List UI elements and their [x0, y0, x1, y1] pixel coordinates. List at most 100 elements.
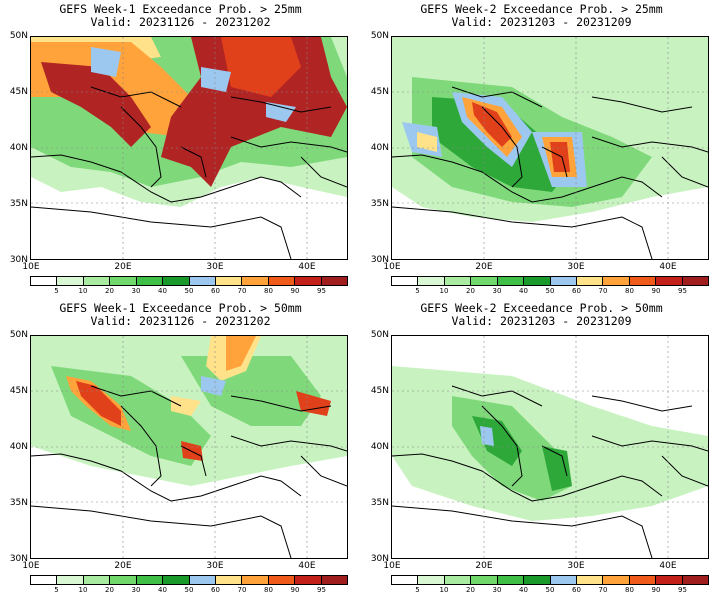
coastlines	[392, 86, 708, 259]
prob-area	[221, 37, 301, 97]
colorbar-swatch	[418, 277, 445, 285]
prob-area	[472, 102, 512, 147]
colorbar-swatch	[242, 576, 269, 584]
colorbar-tick-label: 60	[572, 287, 581, 295]
colorbar-tick-label: 60	[211, 586, 220, 594]
colorbar-swatch	[392, 277, 419, 285]
colorbar-swatch	[215, 277, 243, 285]
colorbar-swatch	[656, 576, 683, 584]
colorbar-tick-label: 40	[158, 287, 167, 295]
colorbar-swatch	[189, 576, 216, 584]
lat-label: 40N	[370, 442, 389, 452]
lat-label: 40N	[9, 143, 28, 153]
colorbar-swatch	[576, 576, 604, 584]
panel-title-line2: Valid: 20231126 - 20231202	[90, 15, 271, 29]
colorbar	[391, 276, 709, 286]
colorbar-swatch	[110, 277, 137, 285]
panel-title-line1: GEFS Week-2 Exceedance Prob. > 25mm	[420, 2, 663, 16]
prob-area	[171, 396, 201, 416]
lon-label: 30E	[567, 262, 585, 272]
prob-area	[76, 381, 121, 426]
lon-label: 40E	[298, 561, 316, 571]
coastlines	[31, 86, 347, 259]
colorbar-tick-label: 40	[519, 586, 528, 594]
panel-title-line2: Valid: 20231126 - 20231202	[90, 314, 271, 328]
colorbar-tick-label: 5	[54, 287, 59, 295]
colorbar-swatch	[321, 576, 348, 584]
map-svg	[31, 37, 347, 259]
colorbar-tick-label: 5	[54, 586, 59, 594]
colorbar	[30, 276, 348, 286]
panel-title-line2: Valid: 20231203 - 20231209	[451, 314, 632, 328]
colorbar-tick-label: 95	[317, 287, 326, 295]
colorbar-tick-label: 95	[678, 586, 687, 594]
lat-label: 35N	[9, 199, 28, 209]
grid-lines	[31, 37, 347, 259]
map-svg	[392, 336, 708, 558]
colorbar	[391, 575, 709, 585]
panel-title-line1: GEFS Week-1 Exceedance Prob. > 50mm	[59, 301, 302, 315]
colorbar-swatch	[418, 576, 445, 584]
lon-label: 10E	[383, 561, 401, 571]
colorbar-swatch	[83, 277, 111, 285]
colorbar-swatch	[471, 576, 498, 584]
lat-label: 30N	[9, 255, 28, 265]
lon-label: 30E	[206, 561, 224, 571]
colorbar-tick-label: 20	[105, 586, 114, 594]
colorbar-tick-label: 70	[598, 586, 608, 594]
colorbar-tick-label: 30	[131, 586, 141, 594]
colorbar-swatch	[57, 277, 84, 285]
probability-shading	[31, 37, 347, 207]
colorbar-swatch	[136, 277, 164, 285]
map-svg	[31, 336, 347, 558]
colorbar-tick-label: 60	[572, 586, 581, 594]
colorbar-swatch	[603, 576, 630, 584]
colorbar-tick-label: 10	[439, 287, 449, 295]
colorbar-tick-label: 80	[625, 586, 634, 594]
lon-label: 40E	[298, 262, 316, 272]
grid-lines	[392, 336, 708, 558]
colorbar-swatch	[31, 576, 58, 584]
colorbar-swatch	[321, 277, 348, 285]
colorbar-swatch	[550, 576, 577, 584]
lat-label: 35N	[9, 498, 28, 508]
grid-lines	[392, 37, 708, 259]
prob-area	[480, 426, 494, 446]
lat-label: 45N	[9, 386, 28, 396]
lon-label: 10E	[22, 561, 40, 571]
lat-label: 50N	[9, 31, 28, 41]
colorbar-tick-label: 10	[78, 586, 88, 594]
prob-area	[542, 446, 572, 491]
prob-area	[41, 62, 151, 147]
colorbar-swatch	[576, 277, 604, 285]
colorbar-swatch	[444, 277, 472, 285]
probability-map	[391, 36, 709, 260]
lat-label: 40N	[9, 442, 28, 452]
map-svg	[392, 37, 708, 259]
grid-lines	[31, 336, 347, 558]
prob-area	[201, 67, 231, 92]
colorbar-tick-label: 80	[625, 287, 634, 295]
colorbar-tick-label: 90	[290, 586, 300, 594]
colorbar-tick-label: 40	[519, 287, 528, 295]
lat-label: 45N	[370, 386, 389, 396]
colorbar-swatch	[524, 277, 551, 285]
colorbar-tick-label: 50	[184, 586, 194, 594]
lat-label: 30N	[9, 554, 28, 564]
lat-label: 30N	[370, 255, 389, 265]
lat-label: 45N	[370, 87, 389, 97]
colorbar-swatch	[31, 277, 58, 285]
colorbar-swatch	[497, 576, 525, 584]
colorbar-swatch	[392, 576, 419, 584]
colorbar-tick-label: 40	[158, 586, 167, 594]
panel-title-line1: GEFS Week-2 Exceedance Prob. > 50mm	[420, 301, 663, 315]
colorbar-tick-label: 60	[211, 287, 220, 295]
colorbar-tick-label: 30	[492, 287, 502, 295]
colorbar-tick-label: 20	[466, 586, 475, 594]
colorbar-swatch	[682, 277, 709, 285]
colorbar-tick-label: 50	[184, 287, 194, 295]
colorbar-swatch	[57, 576, 84, 584]
colorbar-tick-label: 95	[678, 287, 687, 295]
colorbar-tick-label: 5	[415, 586, 420, 594]
lon-label: 30E	[206, 262, 224, 272]
